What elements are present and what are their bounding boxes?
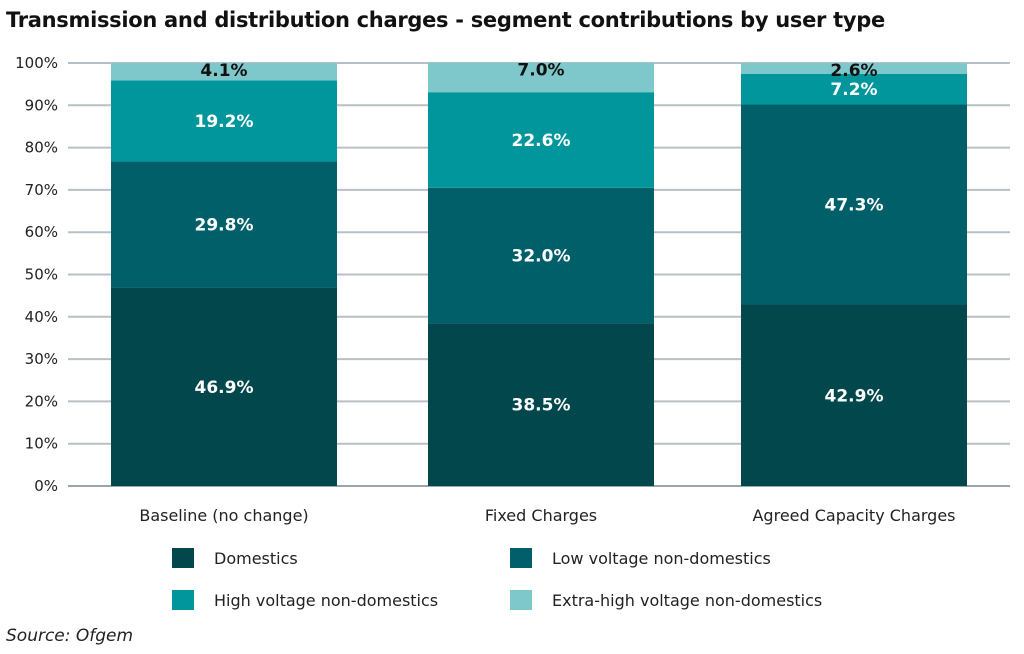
data-label: 46.9% [195, 378, 254, 398]
data-label: 47.3% [825, 195, 884, 215]
y-tick-label: 0% [34, 477, 58, 495]
y-tick-label: 10% [25, 435, 58, 453]
data-label: 29.8% [195, 216, 254, 236]
legend-swatch [510, 590, 532, 610]
legend-label: High voltage non-domestics [214, 591, 438, 610]
data-label: 7.0% [517, 61, 564, 81]
data-label: 4.1% [200, 61, 247, 81]
data-label: 22.6% [512, 131, 571, 151]
data-label: 32.0% [512, 246, 571, 266]
bar-segment [428, 92, 654, 188]
bar-segment [111, 287, 337, 486]
data-label: 19.2% [195, 112, 254, 132]
y-tick-label: 60% [25, 223, 58, 241]
y-tick-label: 70% [25, 181, 58, 199]
bar-segment [111, 80, 337, 162]
y-tick-label: 50% [25, 266, 58, 284]
legend-swatch [172, 590, 194, 610]
chart-title: Transmission and distribution charges - … [6, 8, 885, 32]
bar-segment [111, 63, 337, 81]
data-label: 7.2% [830, 80, 877, 100]
y-tick-label: 100% [15, 54, 58, 72]
data-label: 2.6% [830, 61, 877, 81]
source-note: Source: Ofgem [6, 626, 134, 646]
legend-label: Low voltage non-domestics [552, 549, 771, 568]
x-category-label: Baseline (no change) [139, 506, 308, 525]
bar-segment [111, 161, 337, 288]
bar-segment [428, 187, 654, 324]
bar-segment [741, 73, 967, 105]
x-category-label: Fixed Charges [485, 506, 597, 525]
legend-swatch [510, 548, 532, 568]
bar-segment [428, 323, 654, 486]
y-tick-label: 90% [25, 96, 58, 114]
x-category-label: Agreed Capacity Charges [752, 506, 955, 525]
bar-segment [741, 104, 967, 305]
y-tick-label: 30% [25, 350, 58, 368]
y-tick-label: 80% [25, 139, 58, 157]
bar-segment [741, 63, 967, 74]
data-label: 38.5% [512, 396, 571, 416]
legend-label: Extra-high voltage non-domestics [552, 591, 822, 610]
y-tick-label: 40% [25, 308, 58, 326]
legend-swatch [172, 548, 194, 568]
bar-segment [428, 62, 654, 93]
bar-segment [741, 304, 967, 486]
y-tick-label: 20% [25, 392, 58, 410]
legend-label: Domestics [214, 549, 298, 568]
data-label: 42.9% [825, 386, 884, 406]
